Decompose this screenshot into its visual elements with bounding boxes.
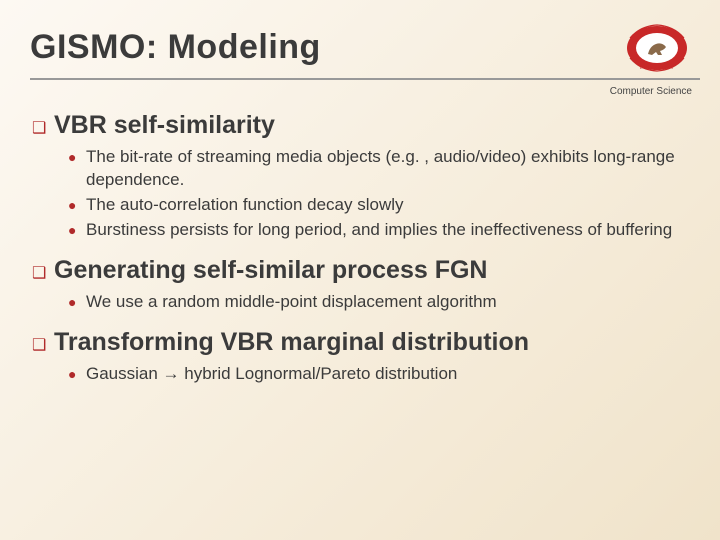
list-item: ● The auto-correlation function decay sl… <box>30 194 700 217</box>
square-bullet-icon: ❑ <box>30 263 54 283</box>
svg-text:BOSTON: BOSTON <box>644 29 670 34</box>
horizontal-rule <box>30 78 700 80</box>
dot-bullet-icon: ● <box>68 293 86 312</box>
dot-bullet-icon: ● <box>68 148 86 167</box>
dot-bullet-icon: ● <box>68 196 86 215</box>
title-row: GISMO: Modeling BOSTON UNIVERSITY <box>30 20 700 74</box>
square-bullet-icon: ❑ <box>30 118 54 138</box>
item-text: Burstiness persists for long period, and… <box>86 219 672 242</box>
list-item: ● Burstiness persists for long period, a… <box>30 219 700 242</box>
section: ❑ VBR self-similarity ● The bit-rate of … <box>30 111 700 242</box>
square-bullet-icon: ❑ <box>30 335 54 355</box>
list-item: ● The bit-rate of streaming media object… <box>30 146 700 192</box>
item-text: The auto-correlation function decay slow… <box>86 194 404 217</box>
item-text: The bit-rate of streaming media objects … <box>86 146 700 192</box>
section: ❑ Generating self-similar process FGN ● … <box>30 256 700 314</box>
list-item: ● Gaussian → hybrid Lognormal/Pareto dis… <box>30 363 700 386</box>
list-item: ● We use a random middle-point displacem… <box>30 291 700 314</box>
section-heading-row: ❑ Transforming VBR marginal distribution <box>30 328 700 357</box>
svg-text:UNIVERSITY: UNIVERSITY <box>640 65 675 70</box>
dot-bullet-icon: ● <box>68 221 86 240</box>
section-heading-row: ❑ VBR self-similarity <box>30 111 700 140</box>
section-heading: Generating self-similar process FGN <box>54 256 487 285</box>
item-text: We use a random middle-point displacemen… <box>86 291 497 314</box>
dot-bullet-icon: ● <box>68 365 86 384</box>
section-heading: Transforming VBR marginal distribution <box>54 328 529 357</box>
item-text: Gaussian → hybrid Lognormal/Pareto distr… <box>86 363 457 386</box>
page-title: GISMO: Modeling <box>30 28 321 67</box>
department-label: Computer Science <box>30 86 700 97</box>
section-heading-row: ❑ Generating self-similar process FGN <box>30 256 700 285</box>
university-logo: BOSTON UNIVERSITY <box>620 20 694 74</box>
section: ❑ Transforming VBR marginal distribution… <box>30 328 700 386</box>
section-heading: VBR self-similarity <box>54 111 275 140</box>
slide: GISMO: Modeling BOSTON UNIVERSITY Comput… <box>0 0 720 540</box>
